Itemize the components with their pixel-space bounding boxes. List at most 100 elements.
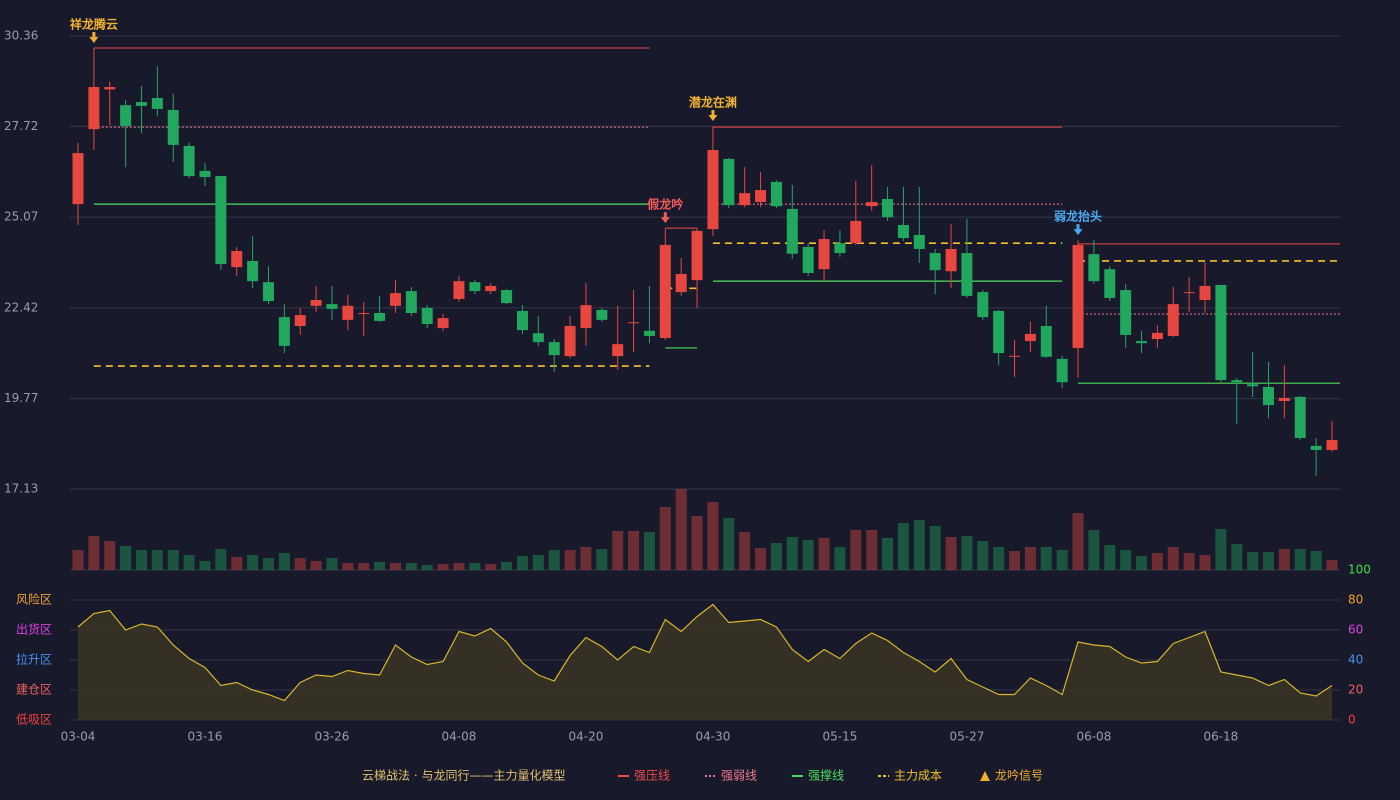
signal-label: 假龙吟 [647, 197, 683, 212]
volume-bar [913, 520, 925, 570]
volume-bar [834, 547, 846, 570]
candle-body [326, 304, 338, 309]
y-tick-label: 19.77 [4, 391, 38, 405]
signal-label: 祥龙腾云 [70, 16, 118, 31]
volume-bar [850, 530, 862, 570]
candle-body [342, 305, 354, 320]
candle-body [231, 251, 243, 268]
candle-body [818, 239, 830, 270]
candle-body [1263, 386, 1275, 406]
volume-bar [675, 489, 687, 570]
candle-body [135, 102, 147, 106]
candle-body [405, 291, 417, 314]
volume-bar [596, 549, 608, 570]
volume-bar [151, 550, 163, 570]
volume-bar [1215, 529, 1227, 570]
volume-bar [104, 541, 116, 570]
candle-body [802, 246, 814, 273]
y-tick-label: 22.42 [4, 300, 38, 314]
volume-bar [1151, 553, 1163, 570]
volume-bar [135, 550, 147, 570]
candle-body [834, 243, 846, 254]
volume-bar [802, 540, 814, 570]
zone-label: 拉升区 [16, 652, 52, 667]
candle-body [374, 313, 386, 321]
volume-bar [1072, 513, 1084, 570]
candle-body [770, 181, 782, 207]
candle-body [294, 315, 306, 327]
candle-body [1199, 285, 1211, 300]
candle-body [151, 97, 163, 109]
volume-bar [262, 558, 274, 570]
candle-body [167, 109, 179, 145]
candle-body [1167, 304, 1179, 336]
volume-bar [358, 563, 370, 570]
candle-body [882, 198, 894, 218]
candle-body [596, 309, 608, 320]
candle-body [1024, 333, 1036, 342]
candle-body [120, 105, 132, 127]
zone-label: 低吸区 [16, 713, 52, 727]
candle-body [247, 260, 259, 282]
zone-label: 风险区 [16, 592, 52, 607]
volume-bar [628, 531, 640, 570]
volume-bar [723, 518, 735, 570]
volume-bar [1088, 530, 1100, 570]
zone-label: 出货区 [16, 622, 52, 637]
volume-bar [421, 565, 433, 570]
candle-body [516, 310, 528, 331]
candle-body [691, 230, 703, 281]
volume-bar [866, 530, 878, 570]
volume-bar [1183, 553, 1195, 570]
candle-body [358, 313, 370, 315]
volume-bar [548, 550, 560, 570]
volume-bar [1263, 552, 1275, 570]
candle-body [501, 290, 513, 304]
candle-body [961, 253, 973, 296]
candle-body [755, 190, 767, 203]
volume-bar [72, 550, 84, 570]
legend-title: 云梯战法 · 与龙同行——主力量化模型 [362, 769, 565, 783]
volume-bar [453, 563, 465, 570]
zone-label: 建仓区 [16, 683, 52, 697]
volume-bar [882, 538, 894, 570]
volume-bar [945, 537, 957, 570]
candle-body [1278, 397, 1290, 402]
volume-bar [389, 563, 401, 570]
candle-body [1040, 326, 1052, 357]
candle-body [72, 153, 84, 205]
volume-bar [231, 557, 243, 570]
candle-body [278, 317, 290, 346]
candle-body [850, 220, 862, 244]
volume-bar [707, 502, 719, 570]
signal-label: 潜龙在渊 [689, 95, 737, 110]
volume-bar [977, 541, 989, 570]
volume-bar [278, 553, 290, 570]
candle-body [628, 322, 640, 324]
volume-bar [469, 563, 481, 570]
volume-bar [310, 561, 322, 570]
volume-bar [247, 555, 259, 570]
candle-body [723, 158, 735, 206]
volume-bar [897, 523, 909, 570]
volume-bar [1247, 552, 1259, 570]
y-tick-label: 60 [1348, 623, 1363, 637]
volume-bar [818, 538, 830, 570]
x-tick-label: 04-30 [695, 730, 730, 744]
candle-body [1326, 440, 1338, 450]
candle-body [548, 342, 560, 356]
candle-body [945, 248, 957, 272]
candle-body [786, 208, 798, 254]
candle-body [707, 150, 719, 230]
candle-body [1120, 290, 1132, 335]
volume-bar [326, 558, 338, 570]
candle-body [1151, 332, 1163, 340]
y-tick-label: 80 [1348, 593, 1363, 607]
candle-body [1088, 254, 1100, 282]
y-tick-label: 30.36 [4, 29, 38, 43]
y-tick-label: 17.13 [4, 482, 38, 496]
x-tick-label: 05-27 [949, 730, 984, 744]
candle-body [88, 87, 100, 130]
legend-marker [980, 771, 990, 781]
